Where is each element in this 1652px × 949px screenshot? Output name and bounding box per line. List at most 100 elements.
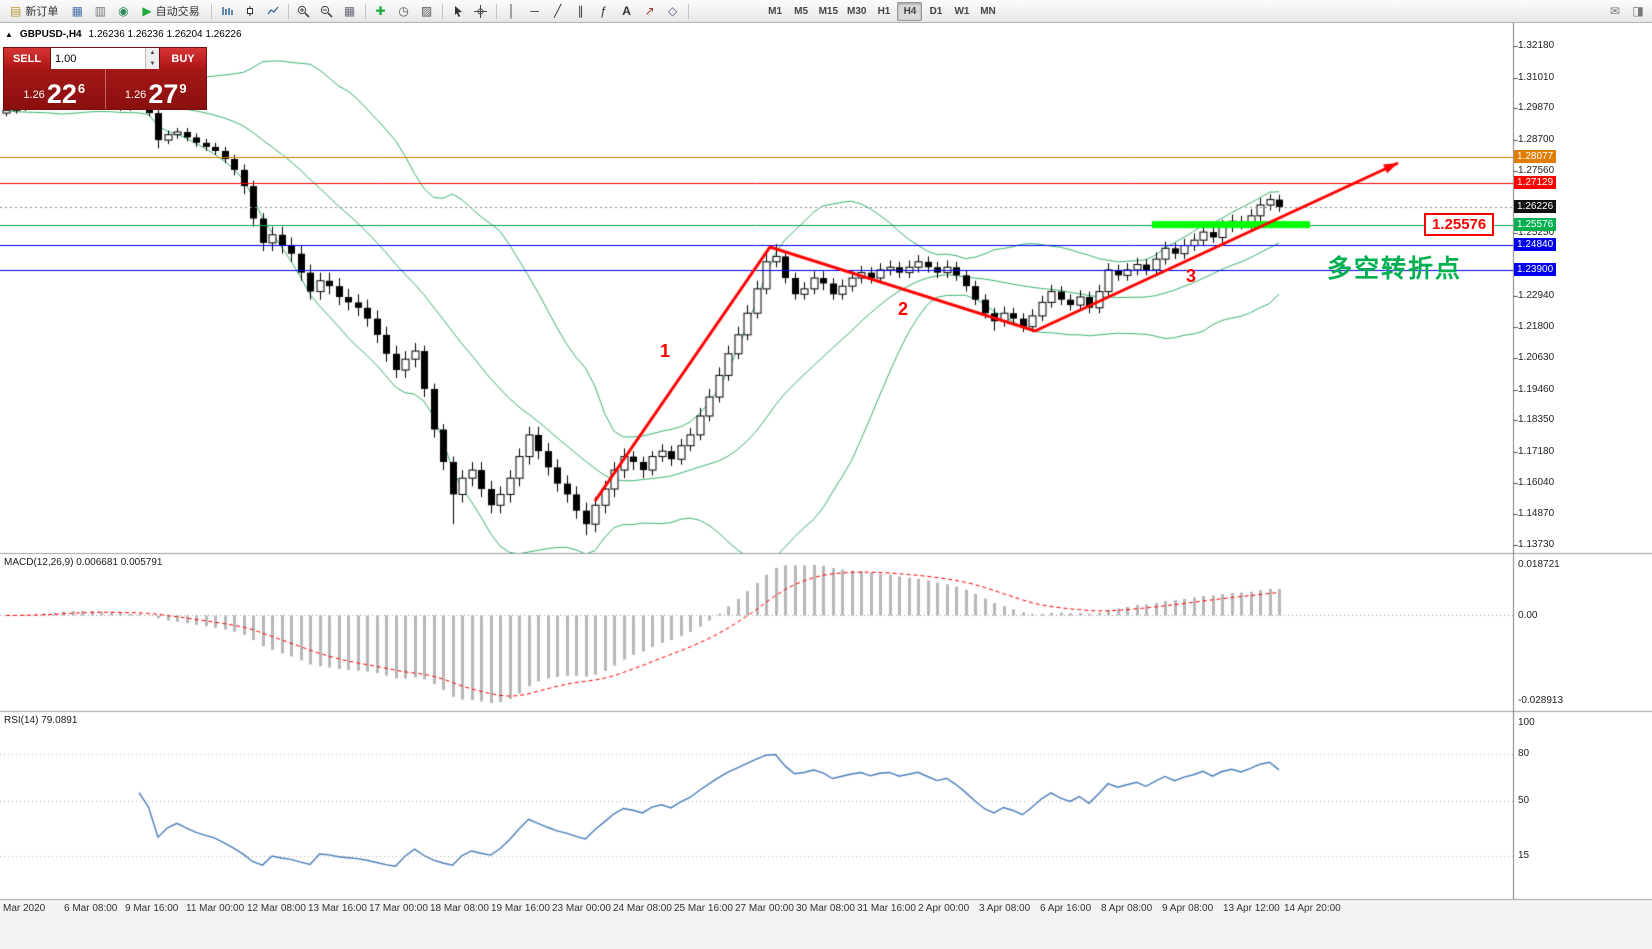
one-click-trading-panel: SELL ▲ ▼ BUY 1.26 22 6 1.26 27 9 [3,47,207,110]
time-axis-label: 12 Mar 08:00 [247,903,306,914]
text-tool-button[interactable]: A [616,2,638,21]
tile-windows-button[interactable]: ▦ [339,2,361,21]
trendline-icon: ╱ [553,4,562,18]
chart-windows-button[interactable]: ▦ [66,2,88,21]
autotrading-button[interactable]: ▶ 自动交易 [135,2,206,21]
price-axis-label: 1.20630 [1518,352,1555,364]
time-axis-label: 13 Apr 12:00 [1223,903,1280,914]
periods-button[interactable]: ◷ [393,2,415,21]
cn-annotation[interactable]: 多空转折点 [1327,255,1463,283]
buy-price[interactable]: 1.26 27 9 [104,69,207,109]
time-axis-label: 19 Mar 16:00 [491,903,550,914]
trade-panel-controls: SELL ▲ ▼ BUY [4,48,206,69]
timeframe-button-m15[interactable]: M15 [815,2,842,21]
price-axis-label: 1.19460 [1518,384,1555,396]
shapes-icon: ◇ [667,4,678,18]
zoom-in-button[interactable] [293,2,315,21]
price-axis-label: 1.27560 [1518,164,1555,176]
time-axis-label: 24 Mar 08:00 [613,903,672,914]
wave-label: 2 [898,299,909,319]
price-chart-canvas[interactable] [0,23,1652,949]
timeframe-button-d1[interactable]: D1 [923,2,948,21]
bar-chart-button[interactable] [216,2,238,21]
buy-price-prefix: 1.26 [124,89,147,101]
tile-windows-icon: ▦ [343,4,356,18]
buy-price-sup: 9 [179,81,187,96]
timeframe-button-m5[interactable]: M5 [789,2,814,21]
time-axis-label: 17 Mar 00:00 [369,903,428,914]
timeframe-button-m1[interactable]: M1 [763,2,788,21]
cursor-button[interactable] [447,2,469,21]
zoom-out-button[interactable] [316,2,338,21]
channel-button[interactable]: ∥ [570,2,592,21]
one-click-toggle-icon[interactable]: ▲ [5,30,13,39]
volume-down-icon[interactable]: ▼ [146,58,159,69]
text-tool-icon: A [622,4,631,18]
macd-axis-label: 0.00 [1518,609,1538,621]
line-chart-button[interactable] [262,2,284,21]
trade-panel-prices: 1.26 22 6 1.26 27 9 [4,69,206,109]
price-axis-badge: 1.24840 [1514,237,1557,251]
market-watch-icon: ▥ [94,4,107,18]
timeframe-button-w1[interactable]: W1 [949,2,974,21]
crosshair-icon [474,4,488,18]
data-window-button[interactable]: ◉ [112,2,134,21]
rsi-axis-label: 50 [1518,795,1530,807]
toolbar-separator [495,3,497,19]
price-axis-badge: 1.27129 [1514,175,1557,189]
new-order-button[interactable]: ▤ 新订单 [3,2,65,21]
wave-label: 1 [660,341,671,361]
timeframe-button-h1[interactable]: H1 [871,2,896,21]
market-watch-button[interactable]: ▥ [89,2,111,21]
templates-button[interactable]: ▨ [416,2,438,21]
price-axis-label: 1.29870 [1518,102,1555,114]
toolbar-separator [441,3,443,19]
horizontal-line-button[interactable]: ─ [524,2,546,21]
price-axis-label: 1.31010 [1518,71,1555,83]
shapes-button[interactable]: ◇ [662,2,684,21]
toolbar-separator [210,3,212,19]
price-axis-label: 1.32180 [1518,40,1555,51]
chart-container: ▲ GBPUSD-,H4 1.26236 1.26236 1.26204 1.2… [0,23,1652,949]
rsi-axis-label: 100 [1518,717,1535,728]
timeframe-button-m30[interactable]: M30 [843,2,870,21]
candlestick-icon [246,6,253,16]
layout-button[interactable]: ◨ [1627,2,1649,21]
volume-input[interactable] [51,48,145,69]
vertical-line-button[interactable]: │ [501,2,523,21]
time-axis-label: 3 Apr 08:00 [979,903,1031,914]
volume-up-icon[interactable]: ▲ [146,48,159,59]
zoom-out-icon [320,5,333,18]
sell-price[interactable]: 1.26 22 6 [4,69,105,109]
crosshair-button[interactable] [470,2,492,21]
channel-icon: ∥ [577,4,584,18]
sell-button[interactable]: SELL [4,48,51,69]
indicators-button[interactable]: ✚ [370,2,392,21]
toolbar-separator [687,3,689,19]
buy-button[interactable]: BUY [159,48,206,69]
bar-chart-icon [221,7,233,15]
macd-axis-label: 0.018721 [1518,559,1560,570]
sell-price-prefix: 1.26 [23,89,45,101]
price-axis-label: 1.28700 [1518,134,1555,146]
time-axis-label: 31 Mar 16:00 [857,903,916,914]
price-axis-label: 1.25250 [1518,227,1555,239]
fibonacci-button[interactable]: ƒ [593,2,615,21]
price-axis-label: 1.14870 [1518,508,1555,520]
timeframe-button-h4[interactable]: H4 [897,1,923,21]
timeframe-button-mn[interactable]: MN [975,2,1000,21]
trendline-button[interactable]: ╱ [547,2,569,21]
price-axis-badge: 1.28077 [1514,149,1557,163]
price-tag-annotation[interactable]: 1.25576 [1424,213,1495,236]
candlestick-button[interactable] [239,2,261,21]
community-button[interactable]: ✉ [1604,2,1626,21]
sell-price-sup: 6 [77,81,86,96]
time-axis-label: 9 Apr 08:00 [1162,903,1214,914]
buy-price-big: 27 [148,79,179,109]
symbol-ohlc: 1.26236 1.26236 1.26204 1.26226 [88,29,242,40]
autotrading-label: 自动交易 [155,6,200,18]
time-axis-label: 2 Apr 00:00 [918,903,970,914]
vertical-line-icon: │ [507,4,516,18]
periods-clock-icon: ◷ [398,4,409,18]
arrow-tool-button[interactable]: ↗ [639,2,661,21]
